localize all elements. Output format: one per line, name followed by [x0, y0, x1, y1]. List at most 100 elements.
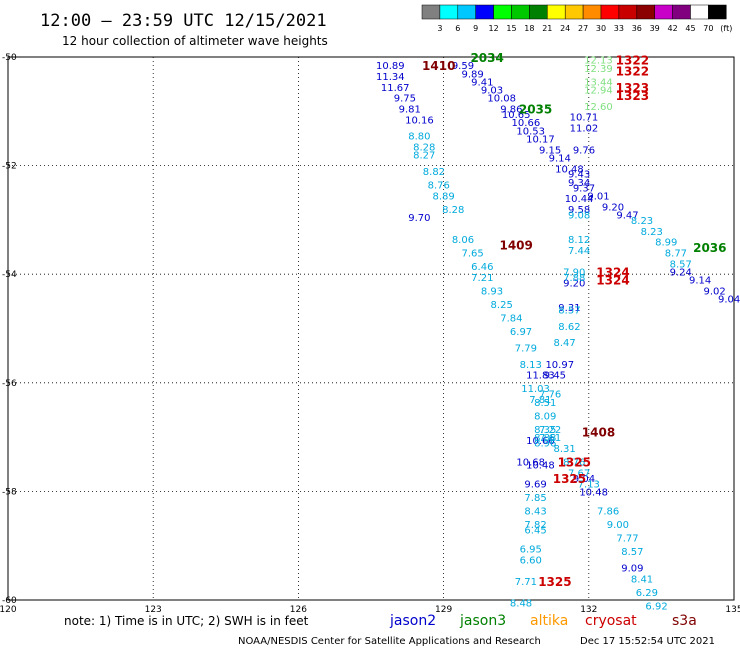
wave-height-point: 8.76 — [428, 181, 450, 192]
wave-height-point: 8.13 — [520, 360, 542, 371]
wave-height-point: 12.13 — [584, 56, 613, 67]
wave-height-point: 10.48 — [555, 164, 584, 175]
wave-height-point: 10.71 — [570, 113, 599, 124]
pass-label: 1325 — [553, 472, 586, 486]
wave-height-point: 8.43 — [524, 506, 546, 517]
wave-height-point: 7.44 — [568, 246, 590, 257]
chart-subtitle: 12 hour collection of altimeter wave hei… — [62, 34, 328, 48]
wave-height-point: 9.89 — [462, 69, 484, 80]
legend-swatch — [582, 4, 602, 20]
legend-swatch — [493, 4, 512, 20]
wave-height-point: 8.51 — [534, 398, 556, 409]
wave-height-point: 10.44 — [565, 194, 594, 205]
legend-label: 42 — [668, 24, 678, 33]
y-tick-label: -58 — [2, 487, 17, 497]
wave-height-point: 8.12 — [568, 235, 590, 246]
wave-height-point: 7.82 — [524, 520, 546, 531]
wave-height-point: 10.53 — [516, 126, 545, 137]
wave-height-point: 10.48 — [579, 487, 608, 498]
wave-height-point: 8.57 — [670, 259, 692, 270]
x-tick-label: 123 — [145, 605, 162, 615]
wave-height-point: 8.77 — [665, 248, 687, 259]
wave-height-point: 9.02 — [704, 286, 726, 297]
wave-height-point: 9.24 — [670, 267, 692, 278]
pass-label: 2036 — [693, 241, 726, 255]
wave-height-point: 8.31 — [553, 444, 575, 455]
satellite-label-s3a: s3a — [672, 613, 697, 629]
y-tick-label: -56 — [2, 379, 17, 389]
wave-height-point: 9.15 — [539, 145, 561, 156]
legend-label: 39 — [650, 24, 660, 33]
wave-height-point: 9.59 — [452, 61, 474, 72]
wave-height-point: 9.03 — [481, 86, 503, 97]
wave-height-point: 9.20 — [602, 202, 624, 213]
axis-ticks: 120 123 126 129 132 135 -50 -52 -54 -56 -58 -60 — [0, 53, 740, 615]
pass-label: 1322 — [616, 65, 649, 79]
plot-frame — [7, 56, 735, 601]
footer-credit: NOAA/NESDIS Center for Satellite Applica… — [238, 636, 541, 647]
wave-height-point: 6.92 — [645, 601, 667, 612]
wave-height-point: 7.13 — [578, 479, 600, 490]
wave-height-point: 6.97 — [510, 327, 532, 338]
satellite-legend: jason2 jason3 altika cryosat s3a — [389, 613, 697, 629]
wave-height-point: 9.04 — [718, 295, 740, 306]
pass-label: 1322 — [616, 54, 649, 68]
wave-height-point: 7.86 — [597, 506, 619, 517]
pass-label: 1323 — [616, 89, 649, 103]
wave-height-point: 11.34 — [376, 72, 405, 83]
wave-height-point: 8.09 — [534, 411, 556, 422]
wave-height-point: 6.60 — [520, 555, 542, 566]
satellite-label-jason2: jason2 — [389, 613, 436, 629]
wave-height-point: 10.66 — [526, 436, 555, 447]
wave-height-point: 7.22 — [539, 425, 561, 436]
legend-swatch — [529, 4, 548, 20]
wave-height-point: 7.21 — [471, 273, 493, 284]
legend-swatch — [511, 4, 530, 20]
wave-height-point: 12.60 — [584, 102, 613, 113]
wave-height-point: 6.29 — [636, 588, 658, 599]
wave-height-point: 8.80 — [408, 132, 430, 143]
wave-height-point: 10.17 — [526, 134, 555, 145]
chart-title: 12:00 — 23:59 UTC 12/15/2021 — [40, 11, 327, 31]
legend-label: 30 — [596, 24, 606, 33]
wave-height-point: 7.76 — [539, 390, 561, 401]
legend-swatch — [421, 4, 441, 20]
wave-height-point: 8.35 — [534, 425, 556, 436]
pass-label: 1325 — [538, 575, 571, 589]
wave-height-point: 8.28 — [442, 205, 464, 216]
wave-height-point: 10.08 — [487, 94, 516, 105]
pass-label: 1324 — [596, 274, 629, 288]
wave-height-point: 9.37 — [573, 183, 595, 194]
wave-height-point: 9.34 — [568, 178, 590, 189]
wave-height-point: 9.75 — [394, 94, 416, 105]
legend-swatch — [672, 4, 691, 20]
legend-swatch — [457, 4, 476, 20]
legend-swatch — [708, 4, 727, 20]
legend-label: 27 — [578, 24, 588, 33]
satellite-label-cryosat: cryosat — [585, 613, 637, 629]
wave-height-point: 9.41 — [471, 77, 493, 88]
legend-label: 9 — [473, 24, 478, 33]
wave-height-point: 8.23 — [631, 216, 653, 227]
wave-height-point: 8.41 — [631, 574, 653, 585]
wave-height-point: 8.62 — [558, 322, 580, 333]
legend-swatch — [636, 4, 655, 20]
legend-swatch — [690, 4, 709, 20]
pass-label: 1325 — [558, 456, 591, 470]
y-tick-label: -54 — [2, 270, 17, 280]
wave-height-point: 8.28 — [413, 143, 435, 154]
y-tick-label: -52 — [2, 162, 17, 172]
legend-label: 15 — [506, 24, 516, 33]
wave-height-point: 11.03 — [521, 384, 550, 395]
wave-height-point: 8.88 — [534, 433, 556, 444]
wave-height-point: 10.68 — [516, 458, 545, 469]
wave-height-point: 9.31 — [558, 303, 580, 314]
wave-height-point: 8.48 — [510, 599, 532, 610]
wave-height-point: 8.57 — [621, 547, 643, 558]
legend-swatch — [600, 4, 620, 20]
legend-label: 36 — [632, 24, 642, 33]
wave-height-point: 7.90 — [563, 267, 585, 278]
pass-label: 2035 — [519, 103, 552, 117]
pass-label: 1410 — [422, 59, 455, 73]
wave-height-point: 9.76 — [573, 145, 595, 156]
